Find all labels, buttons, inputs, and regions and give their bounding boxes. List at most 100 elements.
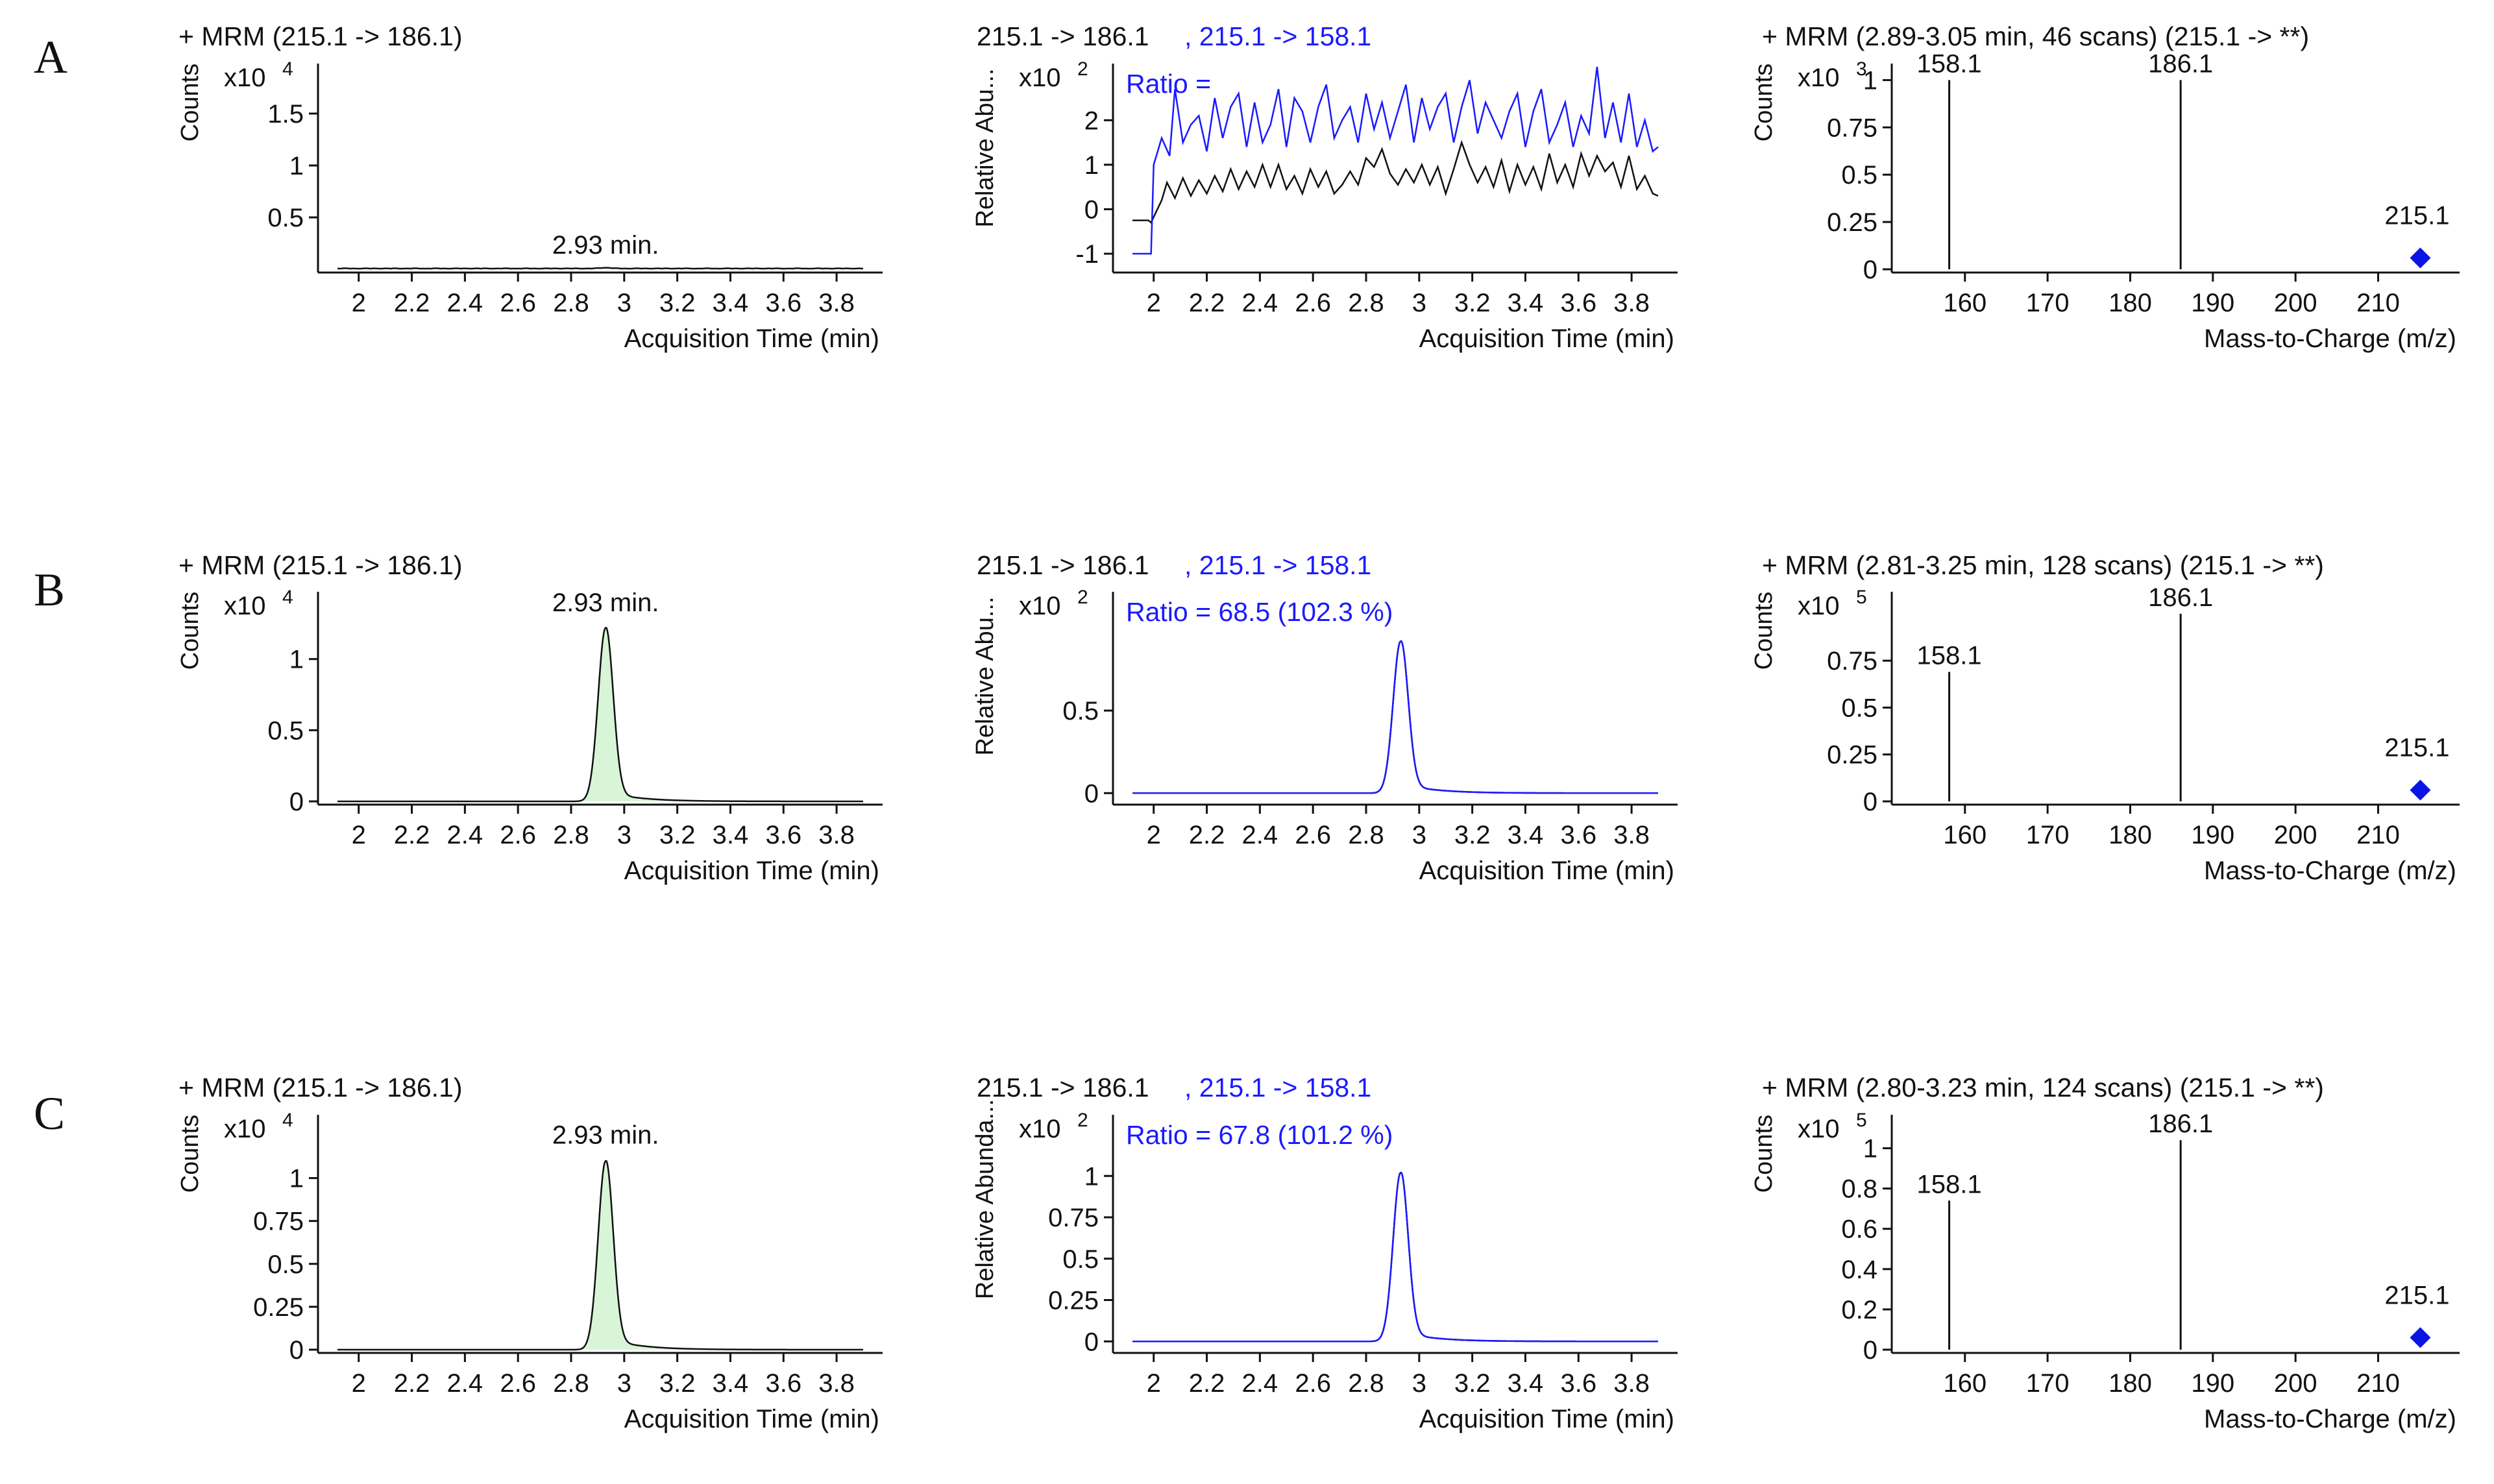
chart-b3: + MRM (2.81-3.25 min, 128 scans) (215.1 … [1750,550,2460,885]
x-tick-label: 3 [1412,289,1426,317]
ratio-label: Ratio = [1126,69,1211,99]
chart-b1: + MRM (215.1 -> 186.1) Counts x10 4 2 2.2 2.4 2… [177,550,883,885]
y-tick-label: 0.25 [253,1293,304,1322]
y-tick-label: 2 [1084,106,1099,135]
x-tick-label: 210 [2356,289,2400,317]
ratio-label: Ratio = 67.8 (101.2 %) [1126,1120,1393,1150]
x-tick-label: 3.8 [1613,1369,1650,1398]
series-line-158-1 [1132,640,1658,794]
x-tick-label: 3.2 [1454,289,1491,317]
y-tick-label: 0 [289,1336,304,1365]
x-tick-label: 3 [1412,821,1426,849]
chart-title-secondary: , 215.1 -> 158.1 [1184,21,1371,51]
y-multiplier: x10 [224,64,266,92]
x-tick-label: 2.8 [553,1369,589,1398]
x-tick-label: 3.8 [1613,821,1650,849]
x-tick-label: 2.2 [394,289,430,317]
x-tick-label: 200 [2274,289,2317,317]
y-tick-label: 0.5 [1841,694,1877,722]
chart-c1: + MRM (215.1 -> 186.1) Counts x10 4 2 2.2 2.4 2… [177,1073,883,1433]
y-tick-label: 0.25 [1827,208,1877,237]
y-axis-label: Counts [177,1115,204,1193]
y-tick-label: 0.75 [1048,1204,1099,1232]
chart-a3: + MRM (2.89-3.05 min, 46 scans) (215.1 -… [1750,21,2460,353]
x-tick-label: 3.2 [659,821,696,849]
precursor-marker [2410,779,2431,801]
peak-area [568,627,725,801]
chromatogram-trace [337,1160,863,1351]
x-axis-label: Mass-to-Charge (m/z) [2204,324,2456,353]
x-tick-label: 160 [1943,289,1987,317]
chart-title-secondary: , 215.1 -> 158.1 [1184,550,1371,580]
chart-title: + MRM (2.89-3.05 min, 46 scans) (215.1 -… [1762,21,2309,51]
x-tick-label: 3.6 [1560,1369,1596,1398]
chart-title: + MRM (215.1 -> 186.1) [178,21,463,51]
x-tick-label: 2.4 [447,289,483,317]
y-tick-label: 1.5 [267,100,304,128]
series-line-186-1 [1132,640,1658,794]
x-tick-label: 170 [2026,1369,2070,1398]
chart-b2: 215.1 -> 186.1 , 215.1 -> 158.1 Relative A… [972,550,1678,885]
y-exponent: 2 [1077,1110,1088,1131]
x-axis-label: Mass-to-Charge (m/z) [2204,1405,2456,1433]
x-tick-label: 3.8 [1613,289,1650,317]
x-tick-label: 200 [2274,821,2317,849]
chart-title: + MRM (215.1 -> 186.1) [178,1073,463,1102]
y-multiplier: x10 [1798,64,1840,92]
x-tick-label: 200 [2274,1369,2317,1398]
bar-label: 158.1 [1917,642,1982,670]
y-multiplier: x10 [224,592,266,620]
x-tick-label: 2.8 [1348,821,1384,849]
x-tick-label: 190 [2191,821,2234,849]
row-label-b: B [34,564,65,616]
x-tick-label: 2.6 [1295,821,1331,849]
y-axis-label: Relative Abu... [972,68,999,227]
x-tick-label: 3.2 [659,1369,696,1398]
x-tick-label: 2.4 [1242,289,1278,317]
x-tick-label: 2.6 [1295,1369,1331,1398]
x-tick-label: 2.6 [500,821,536,849]
x-axis-label: Acquisition Time (min) [1419,857,1674,885]
y-tick-label: 1 [1863,66,1877,95]
x-tick-label: 2.8 [553,821,589,849]
x-axis-label: Acquisition Time (min) [1419,1405,1674,1433]
chart-title: + MRM (2.80-3.23 min, 124 scans) (215.1 … [1762,1073,2324,1102]
x-tick-label: 2.4 [447,821,483,849]
y-axis-label: Counts [1750,1115,1778,1193]
x-tick-label: 160 [1943,1369,1987,1398]
y-tick-label: 0 [1084,779,1099,808]
y-exponent: 2 [1077,587,1088,608]
x-axis-label: Acquisition Time (min) [624,324,879,353]
bar-label: 186.1 [2148,49,2213,78]
row-label-a: A [34,31,67,83]
y-axis-label: Relative Abu... [972,596,999,755]
y-tick-label: 0 [1863,256,1877,284]
bar-label: 186.1 [2148,583,2213,612]
precursor-label: 215.1 [2384,202,2449,230]
x-tick-label: 2.8 [1348,1369,1384,1398]
y-tick-label: 0 [1863,1336,1877,1365]
y-tick-label: 0.2 [1841,1296,1877,1324]
y-tick-label: 0.25 [1827,741,1877,770]
y-tick-label: 0.25 [1048,1287,1099,1315]
y-tick-label: -1 [1075,240,1099,269]
x-tick-label: 2 [352,1369,366,1398]
y-tick-label: 0.6 [1841,1215,1877,1244]
x-tick-label: 3.6 [765,1369,801,1398]
x-axis-label: Mass-to-Charge (m/z) [2204,857,2456,885]
y-tick-label: 0 [1863,788,1877,816]
chart-title-secondary: , 215.1 -> 158.1 [1184,1073,1371,1102]
bar-label: 186.1 [2148,1110,2213,1138]
x-tick-label: 2 [1147,1369,1161,1398]
y-multiplier: x10 [1798,592,1840,620]
x-tick-label: 3.6 [765,289,801,317]
y-exponent: 4 [282,58,293,80]
x-tick-label: 3 [1412,1369,1426,1398]
y-tick-label: 1 [289,152,304,180]
x-tick-label: 3.8 [818,821,855,849]
x-tick-label: 3.2 [659,289,696,317]
x-tick-label: 3 [617,1369,631,1398]
peak-area [568,1161,725,1350]
x-tick-label: 180 [2109,821,2152,849]
peak-annotation: 2.93 min. [552,1121,659,1150]
